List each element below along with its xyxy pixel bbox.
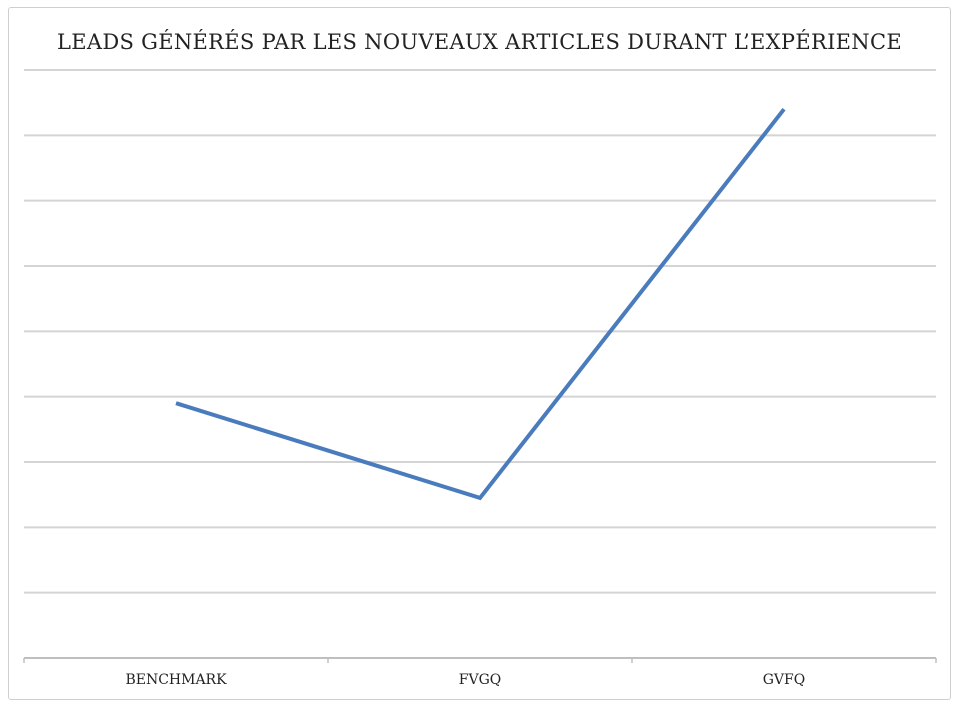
series-line: [175, 107, 786, 501]
chart-frame: LEADS GÉNÉRÉS PAR LES NOUVEAUX ARTICLES …: [8, 7, 951, 700]
chart-title: LEADS GÉNÉRÉS PAR LES NOUVEAUX ARTICLES …: [57, 30, 902, 54]
gridlines: [24, 69, 936, 594]
x-tick-label: GVFQ: [763, 672, 806, 688]
x-tick-labels: BENCHMARK FVGQ GVFQ: [125, 672, 805, 688]
series-group: [175, 107, 786, 501]
x-axis: [23, 657, 937, 663]
x-tick-label: BENCHMARK: [125, 672, 227, 688]
x-tick-label: FVGQ: [459, 672, 502, 688]
